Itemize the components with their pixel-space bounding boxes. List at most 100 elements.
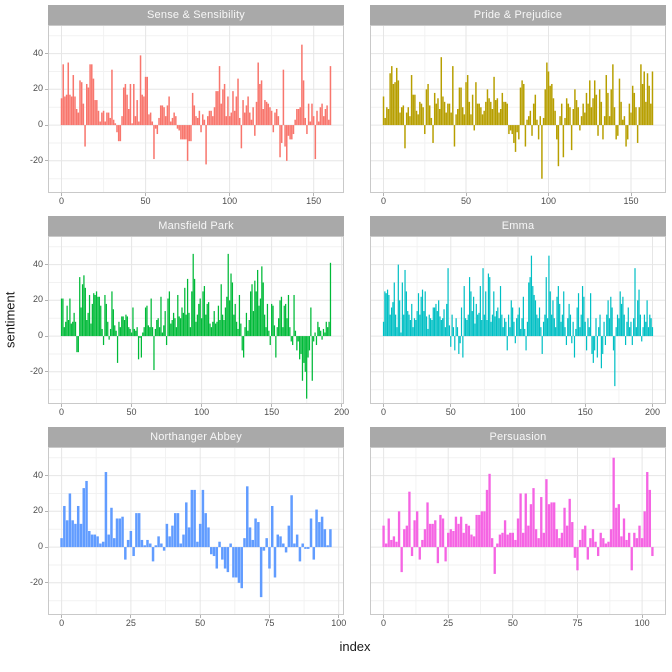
bar <box>266 303 269 337</box>
bar <box>153 336 155 371</box>
bar <box>425 89 428 126</box>
bar <box>65 321 67 337</box>
bar <box>563 291 565 337</box>
bar <box>460 87 462 126</box>
y-axis-tick-label: -20 <box>29 154 43 165</box>
bar <box>280 296 283 337</box>
bar <box>252 107 254 126</box>
bar <box>445 112 447 126</box>
bar <box>480 511 483 548</box>
x-axis-tick <box>341 404 343 407</box>
bar <box>183 125 185 140</box>
bar <box>430 117 433 126</box>
bar <box>409 320 412 337</box>
bar <box>84 287 86 337</box>
bar <box>97 296 99 337</box>
bar <box>385 293 387 337</box>
bar <box>612 336 615 351</box>
bar <box>490 538 494 548</box>
bar <box>493 547 496 574</box>
bar <box>641 336 643 342</box>
bar <box>227 253 229 337</box>
bar <box>602 125 604 140</box>
bar <box>299 107 301 126</box>
bar <box>320 330 322 337</box>
bar <box>262 547 266 551</box>
y-axis-tick-label: 40 <box>32 258 43 269</box>
bar <box>599 314 601 337</box>
x-axis-tick <box>512 615 514 618</box>
bar <box>526 321 529 337</box>
bar <box>388 294 390 337</box>
bar <box>386 289 389 337</box>
bar <box>307 336 309 358</box>
bar <box>429 318 432 337</box>
x-axis-tick <box>130 615 132 618</box>
bar <box>483 110 485 126</box>
bar <box>207 116 209 126</box>
bar <box>522 296 524 337</box>
bar <box>622 296 624 337</box>
bar <box>646 73 649 126</box>
bar <box>137 513 141 548</box>
bar <box>229 543 232 548</box>
bar <box>513 321 515 337</box>
x-axis-tick-label: 0 <box>59 618 65 628</box>
bar <box>308 336 311 351</box>
bar <box>502 327 504 337</box>
bar <box>142 332 144 337</box>
bar <box>610 296 612 337</box>
bar <box>628 532 631 548</box>
bar <box>70 323 72 337</box>
bar <box>485 101 487 126</box>
bar <box>646 472 649 548</box>
bar <box>552 98 555 126</box>
bar <box>617 504 620 548</box>
bar <box>327 327 329 337</box>
bar <box>284 125 286 147</box>
bar <box>65 520 69 548</box>
bar <box>527 116 530 126</box>
bar <box>195 321 197 337</box>
bar <box>630 112 632 126</box>
bar <box>165 523 169 548</box>
bar <box>74 321 77 337</box>
bar <box>212 547 216 557</box>
bar <box>534 529 538 548</box>
bar <box>186 278 189 337</box>
bar <box>433 92 436 126</box>
bar <box>642 327 644 337</box>
bar <box>210 110 212 126</box>
bar <box>269 336 271 346</box>
bar <box>94 100 96 126</box>
bar <box>274 112 276 126</box>
y-axis-tick-label: 0 <box>37 541 43 552</box>
bar <box>387 518 390 548</box>
bar <box>283 305 285 337</box>
bar <box>409 116 411 126</box>
bar <box>112 119 115 126</box>
bar <box>272 305 274 337</box>
bar <box>182 312 185 337</box>
bar <box>210 327 213 337</box>
x-axis-tick <box>131 404 133 407</box>
bar <box>643 511 646 548</box>
bar <box>382 321 385 337</box>
bar <box>503 101 505 126</box>
bar <box>577 107 579 126</box>
bar <box>213 107 216 126</box>
bar <box>450 336 452 347</box>
bar <box>631 85 634 126</box>
bar <box>597 125 599 136</box>
x-axis-tick-label: 100 <box>194 407 210 417</box>
x-axis-tick-label: 50 <box>140 196 151 206</box>
bar <box>587 318 589 337</box>
bar <box>157 318 159 337</box>
bar <box>329 66 332 126</box>
bar <box>280 125 283 143</box>
bar <box>200 318 203 337</box>
bar <box>168 96 170 126</box>
bar <box>477 314 479 337</box>
bar <box>290 495 293 548</box>
bar <box>523 83 525 126</box>
